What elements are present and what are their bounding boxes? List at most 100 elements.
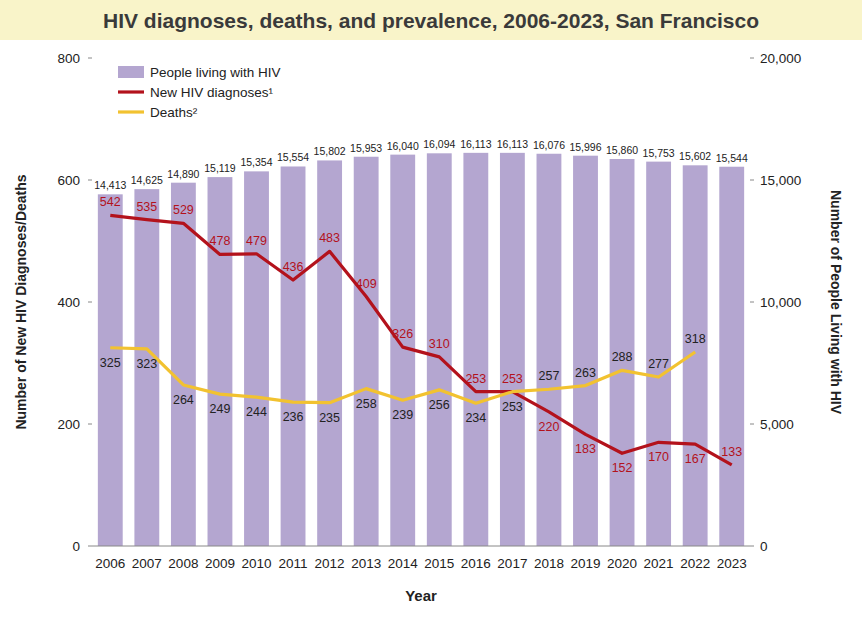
line [110,348,695,404]
x-tick-label: 2015 [424,556,454,571]
line-label: 244 [246,405,267,419]
x-tick-label: 2007 [132,556,162,571]
legend-label: New HIV diagnoses¹ [150,85,274,100]
bar-label: 14,890 [167,168,199,180]
y2-tick-label: 15,000 [760,173,801,188]
x-tick-label: 2014 [388,556,419,571]
bar [317,160,342,546]
y-tick [88,546,92,547]
bar-label: 16,040 [387,140,419,152]
data-labels: 14,41314,62514,89015,11915,35415,55415,8… [94,138,748,475]
line-label: 535 [136,200,157,214]
bar-label: 15,753 [643,147,675,159]
line-label: 239 [392,408,413,422]
line-label: 234 [465,411,486,425]
line-label: 257 [539,369,560,383]
y2-tick-label: 0 [760,539,768,554]
legend-label: Deaths² [150,105,198,120]
line-label: 263 [575,366,596,380]
line-label: 183 [575,442,596,456]
bar [134,189,159,546]
line-label: 318 [685,332,706,346]
line-label: 253 [502,372,523,386]
bar [463,153,488,546]
y2-tick [750,180,754,181]
y-tick [88,302,92,303]
bar [281,166,306,546]
title: HIV diagnoses, deaths, and prevalence, 2… [103,9,759,32]
bar-label: 15,860 [606,144,638,156]
bar [719,167,744,546]
bar [646,162,671,546]
y2-tick [750,58,754,59]
line-label: 220 [539,420,560,434]
bar [427,153,452,546]
y-tick-label: 600 [57,173,80,188]
bar-label: 16,076 [533,139,565,151]
bar [208,177,233,546]
y2-tick-label: 10,000 [760,295,801,310]
bar [171,183,196,546]
x-tick-label: 2018 [534,556,564,571]
y2-tick-label: 5,000 [760,417,794,432]
y2-tick [750,424,754,425]
bar-label: 15,602 [679,150,711,162]
line-label: 258 [356,397,377,411]
line-label: 236 [283,410,304,424]
bar-label: 16,113 [460,138,491,150]
legend: People living with HIV New HIV diagnoses¹… [118,65,281,120]
line-label: 253 [502,400,523,414]
line-label: 288 [612,350,633,364]
bar [98,194,123,546]
y-tick-label: 0 [72,539,80,554]
y-tick-label: 400 [57,295,80,310]
line-label: 325 [100,356,121,370]
line-label: 167 [685,452,706,466]
x-tick-label: 2013 [351,556,381,571]
x-tick-label: 2022 [680,556,710,571]
bar [354,157,379,546]
line-label: 170 [648,450,669,464]
bar-label: 16,094 [423,138,455,150]
line-label: 478 [210,234,231,248]
bar [573,156,598,546]
x-axis-title: Year [405,587,437,604]
line-label: 310 [429,337,450,351]
line-label: 323 [136,357,157,371]
y-tick [88,424,92,425]
x-tick-label: 2020 [607,556,637,571]
line-label: 409 [356,277,377,291]
line-label: 256 [429,398,450,412]
x-tick-label: 2006 [95,556,125,571]
bar-label: 15,996 [569,141,601,153]
line-label: 542 [100,195,121,209]
x-tick-label: 2021 [644,556,674,571]
y2-tick [750,302,754,303]
line-label: 264 [173,393,194,407]
y2-tick [750,546,754,547]
y-tick [88,58,92,59]
plot-area [98,153,744,546]
bar [244,171,269,546]
chart: HIV diagnoses, deaths, and prevalence, 2… [0,0,862,618]
legend-swatch [118,90,144,93]
line-label: 326 [392,327,413,341]
x-tick-label: 2019 [570,556,600,571]
legend-label: People living with HIV [150,65,281,80]
line-label: 253 [465,372,486,386]
bar-label: 15,554 [277,151,309,163]
line [110,215,731,464]
y-tick [88,180,92,181]
line-label: 235 [319,411,340,425]
line-label: 529 [173,203,194,217]
y2-tick-label: 20,000 [760,51,801,66]
legend-swatch [118,66,144,78]
x-tick-label: 2009 [205,556,235,571]
y-tick-label: 800 [57,51,80,66]
x-tick-label: 2023 [717,556,747,571]
x-tick-label: 2011 [279,556,308,571]
y2-axis-title: Number of People Living with HIV [828,190,844,415]
y-axis-title: Number of New HIV Diagnoses/Deaths [13,174,29,429]
title-band [0,0,862,40]
x-tick-label: 2008 [168,556,198,571]
